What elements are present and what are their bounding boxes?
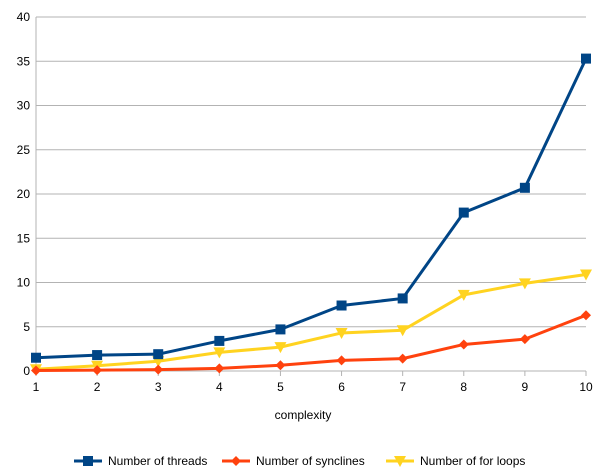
x-tick-label-8: 9 — [522, 380, 529, 394]
x-tick-label-3: 4 — [216, 380, 223, 394]
legend: Number of threads Number of synclines Numb… — [74, 454, 525, 468]
data-point-0-1 — [92, 350, 103, 361]
legend-label-2: Number of for loops — [420, 454, 525, 468]
legend-marker-1 — [231, 456, 241, 466]
data-point-1-5 — [336, 355, 347, 366]
legend-marker-2 — [394, 456, 406, 467]
x-tick-label-2: 3 — [155, 380, 162, 394]
data-point-0-0 — [31, 352, 41, 363]
series-line-2 — [35, 273, 587, 371]
legend-item-2: Number of for loops — [386, 454, 525, 468]
x-tick-label-4: 5 — [277, 380, 284, 394]
series-line-0 — [35, 57, 588, 360]
data-point-0-6 — [397, 293, 408, 304]
data-point-1-6 — [397, 353, 408, 364]
legend-label-1: Number of synclines — [256, 454, 365, 468]
data-point-1-8 — [519, 334, 530, 345]
series-2 — [30, 269, 592, 376]
y-tick-label-1: 5 — [23, 320, 30, 334]
data-point-2-9 — [580, 269, 592, 281]
y-tick-label-6: 30 — [17, 99, 31, 113]
data-point-0-2 — [153, 349, 164, 360]
x-axis-label: complexity — [275, 408, 332, 422]
legend-item-1: Number of synclines — [222, 454, 365, 468]
data-point-0-7 — [458, 207, 469, 218]
y-tick-label-5: 25 — [17, 143, 31, 157]
data-point-1-3 — [214, 363, 225, 374]
x-tick-label-1: 2 — [94, 380, 101, 394]
y-tick-label-3: 15 — [17, 231, 31, 245]
data-point-1-2 — [153, 364, 164, 375]
x-tick-label-7: 8 — [460, 380, 467, 394]
data-point-0-9 — [581, 53, 591, 64]
series-1 — [31, 310, 591, 376]
legend-item-0: Number of threads — [74, 454, 207, 468]
legend-label-0: Number of threads — [108, 454, 207, 468]
y-tick-label-0: 0 — [23, 364, 30, 378]
data-point-2-6 — [396, 325, 409, 337]
data-point-2-4 — [274, 342, 287, 354]
series-line-1 — [35, 313, 587, 373]
data-point-1-9 — [581, 310, 591, 321]
y-tick-label-7: 35 — [17, 54, 31, 68]
x-tick-label-6: 7 — [399, 380, 406, 394]
y-tick-label-8: 40 — [17, 10, 31, 24]
y-tick-label-4: 20 — [17, 187, 31, 201]
y-tick-label-2: 10 — [17, 276, 31, 290]
data-point-1-1 — [92, 365, 103, 376]
tick-labels: 0 5 10 15 20 25 30 35 40 1 2 3 4 5 6 7 8 9 10 — [17, 10, 593, 394]
data-point-2-8 — [518, 278, 531, 290]
data-point-1-4 — [275, 360, 286, 371]
series-0 — [31, 53, 591, 363]
x-tick-label-0: 1 — [33, 380, 40, 394]
series-group — [30, 53, 592, 376]
data-point-1-7 — [458, 339, 469, 350]
legend-marker-0 — [83, 456, 93, 466]
data-point-0-8 — [519, 182, 530, 193]
x-tick-label-5: 6 — [338, 380, 345, 394]
data-point-2-5 — [335, 327, 348, 339]
data-point-0-4 — [275, 324, 286, 335]
data-point-1-0 — [31, 365, 41, 376]
data-point-0-5 — [336, 300, 347, 311]
data-point-0-3 — [214, 335, 225, 346]
x-tick-label-9: 10 — [579, 380, 593, 394]
gridlines — [36, 16, 586, 328]
data-point-2-3 — [213, 347, 226, 359]
data-point-2-7 — [457, 289, 470, 301]
